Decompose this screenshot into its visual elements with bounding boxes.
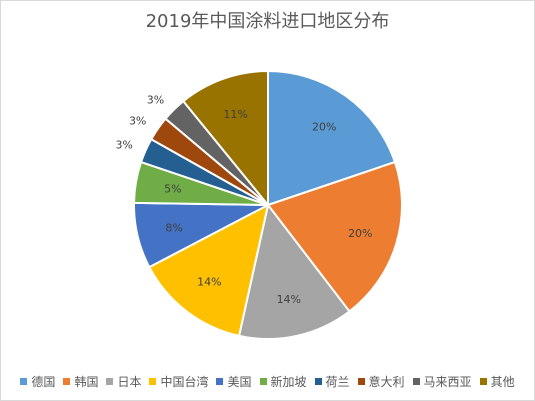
legend-item-1: 德国: [20, 373, 55, 390]
slice-label-2: 20%: [348, 227, 372, 240]
legend-swatch-9: [412, 378, 420, 385]
slice-label-8: 3%: [129, 115, 146, 128]
slice-label-1: 20%: [312, 121, 336, 134]
slice-label-4: 14%: [197, 276, 221, 289]
legend-label-5: 美国: [227, 375, 252, 389]
pie-slice-2: [266, 160, 403, 313]
legend-swatch-7: [314, 378, 322, 385]
slice-label-9: 3%: [147, 94, 164, 107]
legend-label-9: 马来西亚: [423, 375, 472, 389]
pie-chart: 20%20%14%14%8%5%3%3%3%11%: [115, 69, 403, 340]
pie-slice-3: [237, 202, 351, 340]
legend: 德国 韩国 日本 中国台湾 美国 新加坡 荷兰 意大利 马来西亚 其他: [1, 373, 534, 390]
legend-item-8: 意大利: [357, 373, 405, 390]
legend-swatch-6: [259, 378, 267, 385]
legend-item-6: 新加坡: [259, 373, 307, 390]
legend-label-3: 日本: [117, 375, 142, 389]
legend-item-3: 日本: [106, 373, 141, 390]
legend-swatch-1: [20, 378, 28, 385]
pie-slice-1: [267, 69, 397, 207]
legend-swatch-4: [149, 378, 157, 385]
legend-label-7: 荷兰: [325, 375, 350, 389]
legend-item-2: 韩国: [63, 373, 98, 390]
legend-swatch-5: [216, 378, 224, 385]
pie-slice-10: [181, 69, 269, 208]
pie-slice-4: [147, 203, 270, 338]
legend-swatch-8: [357, 378, 365, 385]
chart-title: 2019年中国涂料进口地区分布: [145, 11, 390, 32]
legend-label-4: 中国台湾: [160, 375, 209, 389]
legend-label-1: 德国: [31, 375, 56, 389]
legend-item-5: 美国: [216, 373, 252, 390]
legend-swatch-3: [106, 378, 114, 385]
legend-item-4: 中国台湾: [149, 373, 208, 390]
legend-item-10: 其他: [479, 373, 515, 390]
legend-item-7: 荷兰: [314, 373, 350, 390]
legend-label-6: 新加坡: [270, 375, 307, 389]
legend-label-8: 意大利: [368, 375, 405, 389]
slice-label-3: 14%: [277, 293, 301, 306]
slice-label-10: 11%: [223, 108, 247, 121]
legend-swatch-2: [63, 378, 71, 385]
legend-label-2: 韩国: [74, 375, 99, 389]
slice-label-7: 3%: [115, 139, 132, 152]
slice-label-5: 8%: [165, 221, 182, 234]
slice-label-6: 5%: [164, 183, 181, 196]
legend-item-9: 马来西亚: [412, 373, 472, 390]
legend-swatch-10: [479, 378, 487, 385]
legend-label-10: 其他: [490, 375, 515, 389]
